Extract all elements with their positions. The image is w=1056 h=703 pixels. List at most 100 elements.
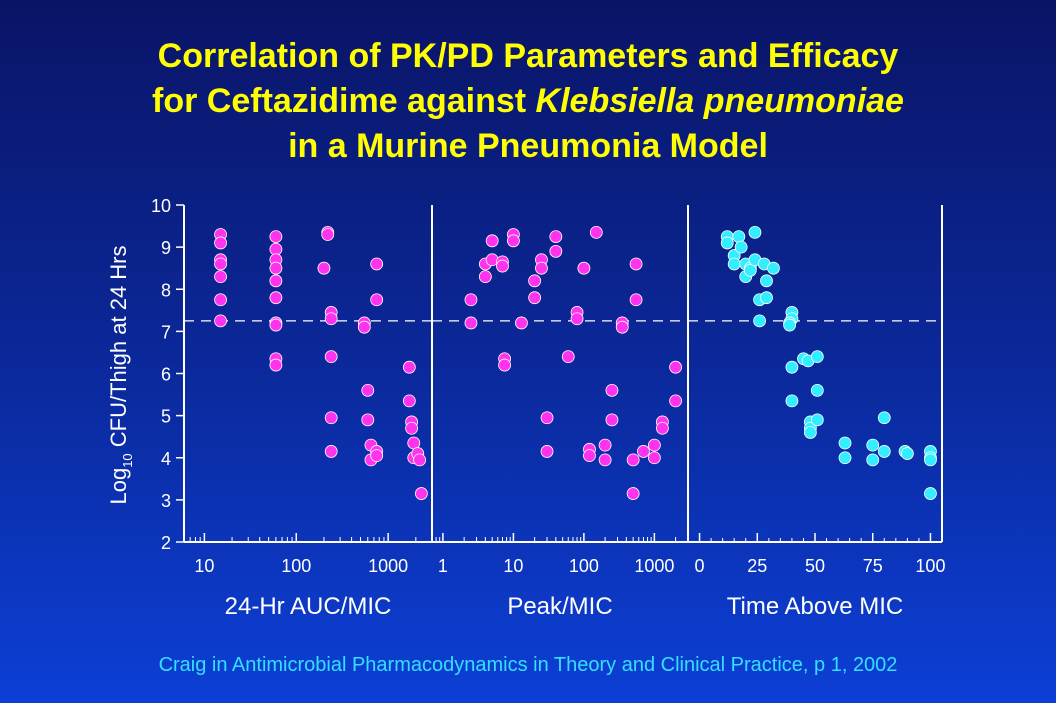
data-point (734, 240, 748, 254)
data-point (414, 487, 428, 500)
title-line-2: for Ceftazidime against Klebsiella pneum… (0, 79, 1056, 124)
data-point (321, 228, 335, 241)
data-point (269, 230, 283, 243)
x-tick-label: 1000 (368, 556, 408, 576)
data-point (357, 320, 371, 334)
data-point (810, 383, 824, 397)
x-tick-label: 10 (194, 556, 214, 576)
data-point (598, 453, 612, 467)
data-point (549, 230, 563, 243)
data-point (528, 291, 542, 305)
data-point (577, 261, 591, 275)
data-point (540, 411, 554, 425)
data-point (727, 257, 741, 271)
data-point (269, 318, 283, 332)
citation-text: Craig in Antimicrobial Pharmacodynamics … (158, 654, 898, 676)
data-point (605, 413, 619, 427)
y-tick-label: 10 (151, 196, 171, 216)
data-point (598, 438, 612, 452)
data-point (637, 445, 650, 458)
y-tick-label: 9 (161, 238, 171, 258)
x-tick-label: 50 (805, 556, 825, 576)
data-point (866, 438, 880, 452)
chart-panel-2: 1 10 100 1000 Peak/MIC (431, 205, 689, 620)
data-point (540, 445, 554, 458)
data-point (629, 257, 643, 271)
data-point (464, 293, 478, 307)
data-point (478, 270, 492, 284)
y-axis-title-main: Log (106, 468, 131, 505)
data-point (405, 421, 419, 435)
data-point (760, 274, 773, 288)
data-point (748, 225, 762, 239)
data-point (269, 261, 283, 275)
data-point (324, 445, 338, 458)
data-point (214, 293, 227, 307)
data-point (324, 312, 338, 326)
data-point (214, 236, 227, 250)
data-point (785, 360, 799, 374)
y-axis-title-rest: CFU/Thigh at 24 Hrs (106, 245, 131, 453)
data-point (485, 234, 499, 248)
data-point (413, 453, 427, 467)
title-line-3: in a Murine Pneumonia Model (288, 126, 768, 165)
x-tick-label: 1000 (634, 556, 674, 576)
data-point (669, 360, 682, 374)
data-point (269, 274, 283, 288)
data-point (629, 293, 643, 307)
data-point (214, 270, 227, 284)
data-point (877, 411, 891, 425)
x-tick-label: 25 (747, 556, 767, 576)
data-point (924, 487, 937, 500)
data-point (753, 314, 766, 328)
data-point (669, 394, 682, 408)
data-point (900, 447, 914, 460)
data-point (402, 360, 416, 374)
data-point (496, 259, 509, 273)
data-point (785, 394, 799, 408)
y-tick-label: 3 (161, 491, 171, 511)
data-point (589, 225, 603, 239)
data-point (743, 263, 757, 277)
data-point (515, 316, 528, 330)
data-point (370, 449, 384, 463)
data-point (626, 453, 640, 467)
y-tick-label: 6 (161, 365, 171, 385)
title-line-2-prefix: for Ceftazidime against (152, 81, 536, 120)
y-axis-title: Log10 CFU/Thigh at 24 Hrs (106, 245, 135, 504)
title-line-1: Correlation of PK/PD Parameters and Effi… (157, 37, 899, 75)
data-point (767, 261, 780, 275)
data-point (720, 236, 734, 250)
data-point (760, 291, 773, 305)
data-point (498, 358, 511, 372)
data-point (269, 291, 283, 305)
data-point (464, 316, 478, 330)
chart-panel-3: 0 25 50 75 100 Time Above MIC (687, 205, 945, 620)
slide-title: Correlation of PK/PD Parameters and Effi… (0, 34, 1056, 169)
x-axis-title: Peak/MIC (507, 593, 612, 620)
y-axis-tick-labels: 2 3 4 5 6 7 8 9 10 (151, 196, 184, 553)
data-point (810, 413, 824, 427)
data-point (269, 358, 283, 372)
data-point (838, 436, 852, 450)
data-point (370, 293, 384, 307)
data-point (317, 261, 331, 275)
data-point (324, 350, 338, 364)
data-point (605, 383, 619, 397)
y-tick-label: 8 (161, 280, 171, 300)
x-tick-label: 100 (281, 556, 311, 576)
x-tick-label: 10 (503, 556, 523, 576)
data-point (924, 453, 937, 467)
data-point (877, 445, 891, 458)
title-organism-name: Klebsiella pneumoniae (535, 81, 904, 120)
data-point (810, 350, 824, 364)
data-point (402, 394, 416, 408)
data-point (528, 274, 542, 288)
y-axis-title-subscript: 10 (120, 453, 135, 467)
svg-text:Log10 CFU/Thigh at 24 Hrs: Log10 CFU/Thigh at 24 Hrs (106, 245, 135, 504)
data-point (324, 411, 338, 425)
x-tick-label: 100 (915, 556, 945, 576)
y-tick-label: 2 (161, 533, 171, 553)
